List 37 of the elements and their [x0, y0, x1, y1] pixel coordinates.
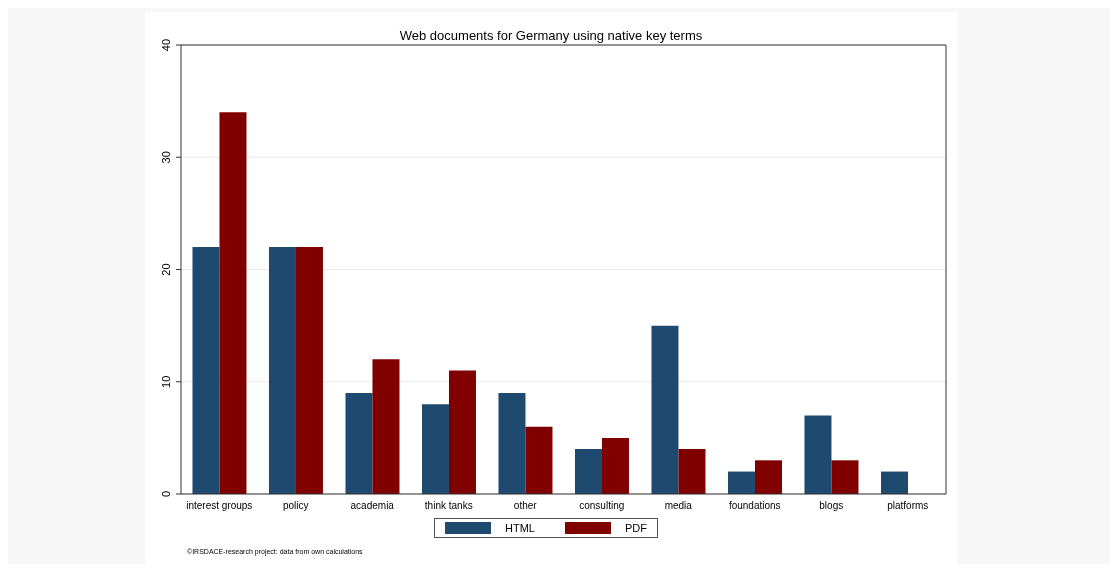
legend-label: PDF [623, 522, 647, 534]
x-tick-label: academia [350, 500, 395, 512]
y-tick-label: 20 [160, 263, 172, 276]
bar [421, 404, 449, 494]
bar [192, 247, 220, 494]
bar [295, 247, 323, 494]
x-tick-label: consulting [579, 500, 625, 512]
bar [268, 247, 296, 494]
bar [574, 449, 602, 494]
x-tick-label: media [664, 500, 693, 512]
y-tick-label: 30 [160, 151, 172, 164]
x-tick-label: other [513, 500, 538, 512]
bar [525, 426, 553, 494]
y-tick-label: 0 [160, 490, 172, 498]
bar [219, 112, 247, 494]
bar [601, 437, 629, 494]
bar [345, 392, 373, 494]
y-tick-label: 10 [160, 375, 172, 388]
bar [448, 370, 476, 494]
y-tick-label: 40 [160, 38, 172, 52]
x-tick-label: foundations [728, 500, 781, 512]
bar [804, 415, 832, 494]
bar [880, 471, 908, 494]
bar [372, 359, 400, 494]
chart-title: Web documents for Germany using native key terms [399, 28, 703, 43]
legend-label: HTML [504, 522, 535, 534]
x-tick-label: platforms [887, 500, 929, 512]
bar [727, 471, 755, 494]
x-tick-label: interest groups [186, 500, 253, 512]
bar [754, 460, 782, 494]
bar [831, 460, 859, 494]
bar [651, 325, 679, 494]
x-tick-label: think tanks [424, 500, 473, 512]
x-tick-label: policy [282, 500, 309, 512]
bar [498, 392, 526, 494]
x-tick-label: blogs [819, 500, 844, 512]
bar [678, 449, 706, 494]
